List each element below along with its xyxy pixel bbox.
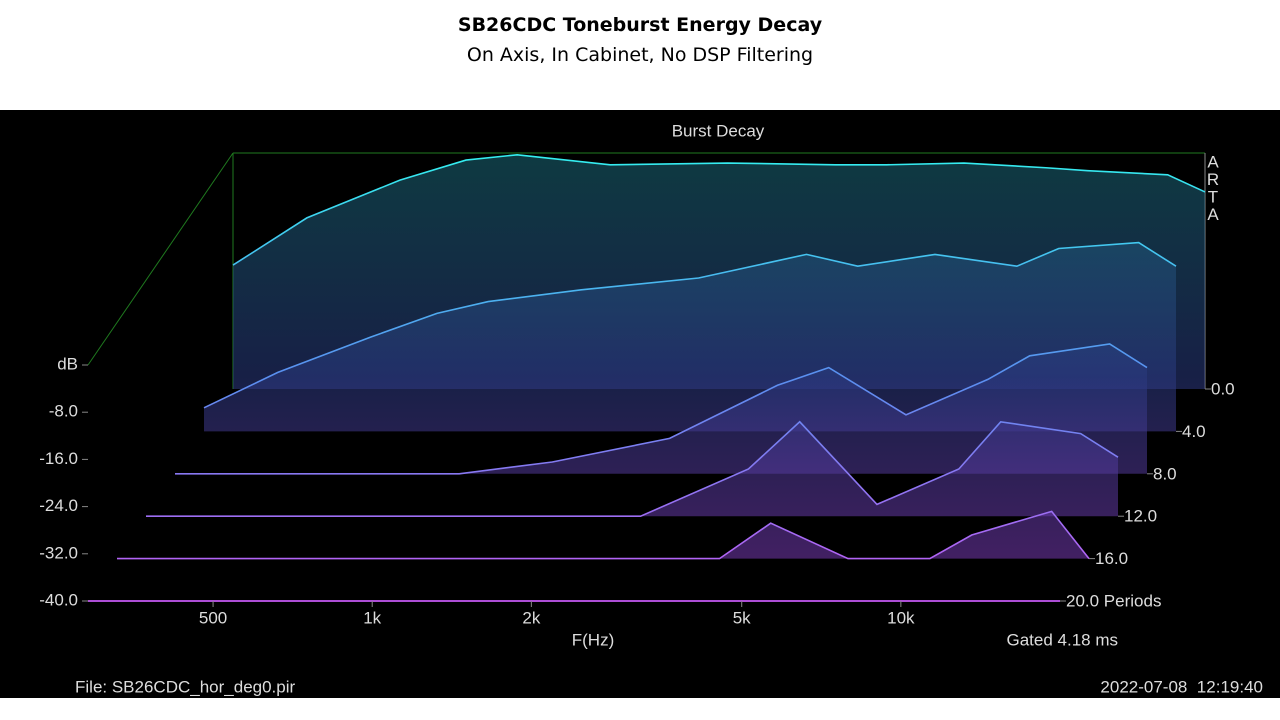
x-tick-label: 5k — [733, 608, 751, 627]
chart-title: SB26CDC Toneburst Energy Decay — [457, 14, 823, 36]
x-tick-label: 10k — [887, 608, 915, 627]
decay-slice — [146, 420, 1119, 517]
y-tick-label: dB — [57, 354, 78, 373]
decay-slice — [232, 153, 1206, 266]
gate-label: Gated 4.18 ms — [1006, 630, 1118, 649]
slice-fill — [146, 421, 1118, 517]
watermark-letter: T — [1208, 187, 1218, 206]
y-tick-label: -32.0 — [39, 543, 78, 562]
slice-fill — [117, 511, 1089, 559]
z-tick-label: 8.0 — [1153, 464, 1177, 483]
watermark-letter: R — [1207, 170, 1219, 189]
watermark-letter: A — [1207, 152, 1219, 171]
timestamp: 2022-07-08 12:19:40 — [1100, 677, 1263, 696]
x-tick-label: 2k — [522, 608, 540, 627]
chart-subtitle: On Axis, In Cabinet, No DSP Filtering — [466, 44, 814, 66]
z-tick-label: 16.0 — [1095, 549, 1128, 568]
y-tick-label: -8.0 — [49, 402, 78, 421]
x-tick-label: 1k — [363, 608, 381, 627]
x-tick-label: 500 — [199, 608, 227, 627]
z-tick-label: 4.0 — [1182, 422, 1206, 441]
x-axis-label: F(Hz) — [572, 630, 614, 649]
panel-title: Burst Decay — [672, 121, 765, 140]
chart: Burst Decay dB -8.0 -16.0 -24.0 -32.0 -40.0 50… — [0, 110, 1280, 698]
z-tick-label: 12.0 — [1124, 507, 1157, 526]
plot-area: dB -8.0 -16.0 -24.0 -32.0 -40.0 500 1k 2k 5k 10k 0.… — [39, 152, 1234, 627]
decay-slice — [175, 343, 1148, 475]
slice-fill — [204, 242, 1176, 432]
slice-fill — [175, 344, 1147, 474]
decay-slice — [203, 241, 1177, 409]
frame-line — [87, 152, 234, 366]
y-tick-label: -16.0 — [39, 449, 78, 468]
y-tick-label: -40.0 — [39, 590, 78, 609]
y-tick-label: -24.0 — [39, 496, 78, 515]
watermark-letter: A — [1207, 205, 1219, 224]
z-tick-label: 20.0 Periods — [1066, 591, 1161, 610]
z-tick-label: 0.0 — [1211, 379, 1235, 398]
file-label: File: SB26CDC_hor_deg0.pir — [75, 677, 296, 696]
decay-slice — [117, 510, 1090, 560]
